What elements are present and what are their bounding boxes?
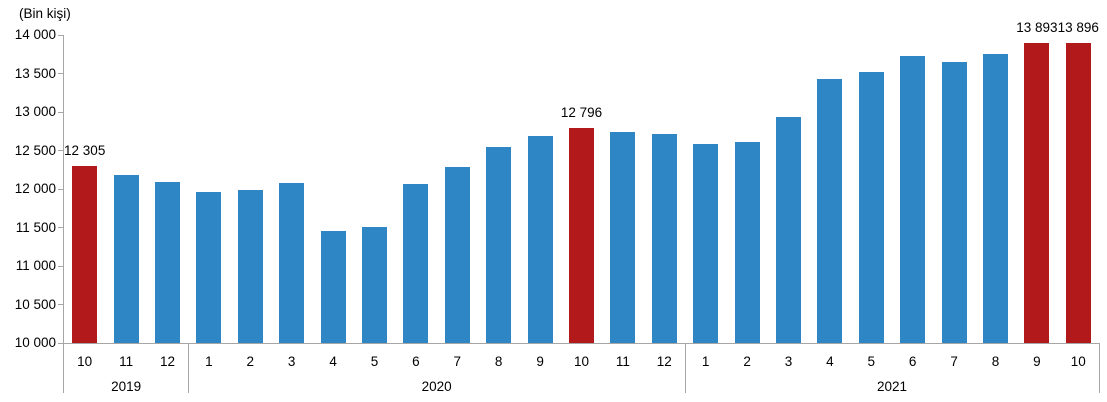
x-axis-month-label: 7 — [453, 354, 462, 369]
bar-2020-5 — [362, 226, 387, 343]
x-axis-month-label: 6 — [908, 354, 917, 369]
x-axis-month-label: 10 — [77, 354, 93, 369]
y-axis-tick — [58, 188, 63, 190]
bar-2021-6 — [900, 56, 926, 343]
x-axis-month-label: 7 — [950, 354, 958, 369]
bar-2021-2 — [734, 142, 760, 343]
x-axis-month-label: 2 — [743, 354, 751, 369]
y-axis-tick-label: 13 500 — [14, 65, 56, 81]
y-axis-tick — [58, 34, 63, 36]
x-axis-month-label: 3 — [287, 354, 296, 369]
x-axis-year-label: 2020 — [421, 379, 452, 394]
bar-2020-11 — [610, 132, 636, 343]
bar-2019-11 — [113, 174, 139, 343]
year-separator-line — [1099, 343, 1100, 393]
x-axis-month-label: 10 — [1070, 354, 1086, 369]
x-axis-year-label: 2021 — [876, 379, 908, 394]
y-axis-tick-label: 12 500 — [14, 142, 56, 158]
y-axis-tick-label: 13 000 — [14, 104, 56, 119]
bar-2020-1 — [196, 192, 222, 343]
x-axis-month-label: 2 — [246, 354, 255, 369]
x-axis-month-label: 4 — [329, 354, 337, 369]
bar-2020-7 — [444, 166, 470, 343]
y-axis-tick — [58, 265, 63, 267]
bar-2020-12 — [651, 133, 677, 343]
bar-value-label: 13 893 — [1016, 20, 1058, 36]
x-axis-month-label: 3 — [784, 354, 793, 369]
y-axis-tick — [58, 111, 63, 113]
y-axis-tick-label: 11 000 — [15, 258, 56, 273]
x-axis-month-label: 11 — [615, 354, 630, 369]
year-separator-line — [188, 343, 190, 393]
bar-2020-9 — [527, 136, 553, 343]
bar-2020-8 — [486, 147, 512, 343]
bar-2021-1 — [693, 143, 719, 343]
y-axis-tick-label: 10 500 — [14, 296, 56, 312]
bar-2019-10 — [72, 165, 98, 343]
x-axis-line — [63, 343, 1100, 344]
y-axis-tick — [58, 73, 63, 74]
x-axis-month-label: 1 — [701, 354, 710, 369]
y-axis-unit-label: (Bin kişi) — [19, 6, 71, 21]
x-axis-month-label: 12 — [159, 354, 176, 369]
y-axis-tick — [58, 227, 63, 228]
bar-2021-3 — [776, 117, 801, 343]
x-axis-month-label: 11 — [119, 354, 134, 369]
y-axis-tick — [58, 150, 63, 151]
x-axis-month-label: 12 — [656, 354, 672, 369]
x-axis-year-label: 2019 — [111, 379, 142, 394]
x-axis-month-label: 9 — [536, 354, 544, 369]
bar-value-label: 12 796 — [560, 104, 603, 120]
bar-2021-4 — [817, 79, 843, 343]
y-axis-line — [63, 35, 64, 393]
bar-2020-3 — [279, 183, 305, 343]
x-axis-month-label: 10 — [573, 354, 590, 369]
bar-2021-9 — [1024, 43, 1050, 343]
y-axis-tick-label: 11 500 — [15, 219, 56, 235]
y-axis-tick — [58, 304, 63, 305]
bar-2021-7 — [941, 61, 967, 343]
bar-value-label: 12 305 — [64, 142, 106, 158]
y-axis-tick — [58, 342, 63, 344]
x-axis-month-label: 9 — [1033, 354, 1041, 369]
bar-2020-6 — [403, 183, 429, 343]
y-axis-tick-label: 10 000 — [14, 335, 56, 350]
x-axis-month-label: 8 — [991, 354, 1000, 369]
bar-2020-4 — [320, 230, 346, 343]
x-axis-month-label: 4 — [826, 354, 834, 369]
y-axis-tick-label: 14 000 — [14, 27, 56, 42]
bar-2021-5 — [858, 71, 884, 343]
y-axis-tick-label: 12 000 — [14, 181, 56, 196]
bar-value-label: 13 896 — [1057, 20, 1099, 35]
year-separator-line — [685, 343, 686, 393]
bar-2020-2 — [237, 189, 263, 343]
x-axis-month-label: 8 — [494, 354, 503, 369]
bar-2021-8 — [983, 54, 1008, 343]
x-axis-month-label: 1 — [205, 354, 213, 369]
bar-2019-12 — [155, 182, 180, 343]
bar-2020-10 — [569, 127, 594, 343]
bar-2021-10 — [1065, 43, 1091, 343]
x-axis-month-label: 6 — [412, 354, 420, 369]
x-axis-month-label: 5 — [370, 354, 379, 369]
x-axis-month-label: 5 — [867, 354, 876, 369]
